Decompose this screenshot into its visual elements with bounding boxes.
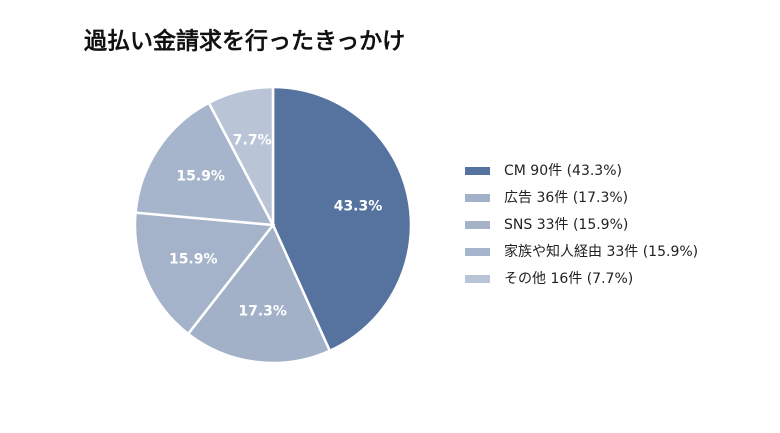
legend-label: 家族や知人経由 33件 (15.9%) [504, 243, 698, 260]
chart-title: 過払い金請求を行ったきっかけ [84, 28, 405, 55]
legend-swatch [465, 275, 490, 283]
slice-label: 17.3% [238, 303, 287, 319]
slice-label: 15.9% [169, 252, 218, 268]
pie-slice [134, 101, 276, 227]
pie-slice [271, 85, 413, 353]
legend-swatch [465, 167, 490, 175]
slice-label: 43.3% [334, 199, 383, 215]
pie-slice [186, 222, 332, 365]
legend-label: SNS 33件 (15.9%) [504, 217, 628, 233]
legend-swatch [465, 248, 490, 256]
legend-label: CM 90件 (43.3%) [504, 163, 622, 179]
slice-label: 15.9% [176, 169, 225, 185]
pie-slice [207, 85, 275, 226]
legend-label: 広告 36件 (17.3%) [504, 190, 628, 206]
legend-swatch [465, 221, 490, 229]
legend-swatch [465, 194, 490, 202]
slice-label: 7.7% [233, 133, 272, 149]
legend-label: その他 16件 (7.7%) [504, 271, 633, 287]
pie-slice [133, 211, 276, 336]
